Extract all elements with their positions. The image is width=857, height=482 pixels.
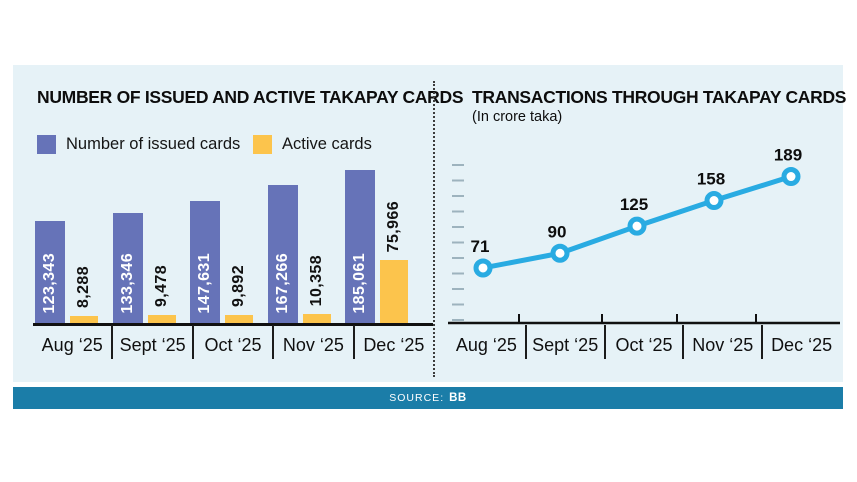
x-axis-label: Nov ‘25 [684,325,764,359]
data-point [473,258,493,278]
data-point-label: 189 [774,146,802,165]
legend-item-active: Active cards [253,135,372,154]
bar-issued [112,212,143,323]
bar-issued [35,221,65,323]
legend-label: Number of issued cards [66,135,241,153]
bar-issued [267,184,298,323]
legend-item-issued: Number of issued cards [37,135,240,154]
bar-value-label: 10,358 [307,255,325,307]
x-axis-label: Dec ‘25 [363,334,425,355]
issued-cards-swatch [37,135,56,154]
bar-issued [190,200,220,323]
bar-value-label: 133,346 [118,253,136,314]
bar-value-label: 75,966 [385,200,402,253]
bar-chart-x-labels: Aug ‘25 Sept ‘25 Oct ‘25 Nov ‘25 Dec ‘25 [33,325,433,359]
bar-value-label: 185,061 [351,253,368,314]
data-point-label: 71 [471,237,490,256]
bar-value-label: 147,631 [196,253,213,314]
bar-active [70,316,98,323]
data-point [781,167,801,187]
line-chart-svg: 71 90 125 158 189 [448,146,840,325]
bar-value-label: 9,892 [230,264,247,307]
legend-label: Active cards [282,135,372,153]
bar-active [380,260,408,323]
bar-chart-x-axis [33,323,433,326]
data-point [627,216,647,236]
active-cards-swatch [253,135,272,154]
data-point [550,243,570,263]
bar-active [147,315,176,323]
x-axis-label: Aug ‘25 [448,325,527,359]
x-axis-label: Oct ‘25 [194,325,275,359]
data-point [704,191,724,211]
bar-active [225,314,253,323]
x-axis-label: Sept ‘25 [527,325,606,359]
line-chart-plot: 71 90 125 158 189 [448,65,840,325]
data-point-label: 90 [548,222,567,241]
x-axis-label: Dec ‘25 [771,334,833,355]
line-chart-subtitle: (In crore taka) [472,109,563,125]
source-label: SOURCE: [389,392,445,404]
bar-active [302,314,331,323]
x-axis-label: Aug ‘25 [33,325,114,359]
chart-divider [433,81,435,377]
bar-issued [345,170,375,323]
source-value: BB [449,392,467,404]
bar-value-label: 123,343 [41,253,58,314]
data-point-label: 158 [697,170,725,189]
source-bar: SOURCE: BB [13,387,843,409]
x-axis-label: Oct ‘25 [606,325,685,359]
line-chart-x-labels: Aug ‘25 Sept ‘25 Oct ‘25 Nov ‘25 Dec ‘25 [448,325,840,359]
bar-value-label: 8,288 [75,266,92,309]
data-point-label: 125 [620,195,648,214]
bar-value-label: 9,478 [152,265,170,308]
chart-panel: NUMBER OF ISSUED AND ACTIVE TAKAPAY CARD… [13,65,847,382]
bar-chart-plot: 123,343 8,288 133,346 9,478 147,631 9,892 167,… [33,65,431,323]
bar-value-label: 167,266 [273,253,291,314]
line-chart-title: TRANSACTIONS THROUGH TAKAPAY CARDS [472,87,847,107]
x-axis-label: Sept ‘25 [113,325,194,359]
x-axis-label: Nov ‘25 [274,325,355,359]
bar-chart-title: NUMBER OF ISSUED AND ACTIVE TAKAPAY CARD… [37,87,464,107]
